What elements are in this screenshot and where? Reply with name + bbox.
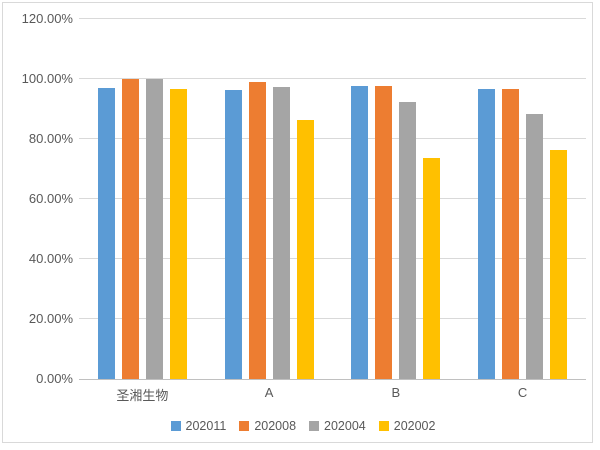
gridline-60 [79, 198, 586, 199]
bar-group-2 [351, 85, 441, 379]
legend-label: 202002 [393, 419, 436, 433]
legend-swatch-202008 [239, 421, 250, 431]
bar-202008-c0 [121, 79, 139, 379]
legend-label: 202011 [185, 419, 227, 433]
x-axis-category-label: C [517, 385, 528, 400]
gridline-20 [79, 318, 586, 319]
bar-202004-c2 [399, 101, 417, 379]
bar-202002-c3 [550, 149, 568, 379]
bar-202011-c3 [478, 88, 496, 379]
legend-swatch-202002 [378, 421, 389, 431]
y-axis-tick-label: 100.00% [21, 71, 73, 86]
legend-label: 202004 [324, 419, 366, 433]
bar-202002-c1 [296, 119, 314, 379]
y-axis-tick-label: 0.00% [36, 371, 73, 386]
bar-202011-c2 [351, 85, 369, 379]
gridline-40 [79, 258, 586, 259]
x-axis-category-label: 圣湘生物 [116, 388, 169, 403]
y-axis-tick-label: 120.00% [21, 11, 73, 26]
bar-202008-c2 [375, 85, 393, 379]
bar-202002-c0 [169, 88, 187, 379]
legend-swatch-202011 [170, 421, 181, 431]
legend-swatch-202004 [309, 421, 320, 431]
x-axis-category-label: B [391, 385, 401, 400]
y-axis-tick-label: 80.00% [28, 131, 73, 146]
bar-202011-c1 [224, 90, 242, 379]
bar-202004-c1 [272, 87, 290, 379]
bar-202008-c1 [248, 82, 266, 379]
y-axis-tick-label: 60.00% [28, 191, 73, 206]
gridline-120 [79, 18, 586, 19]
legend-item-202004: 202004 [309, 419, 366, 433]
y-axis-tick-label: 20.00% [28, 311, 73, 326]
x-axis-baseline [79, 379, 586, 380]
chart-legend: 202011 202008 202004 202002 [3, 419, 600, 433]
legend-item-202008: 202008 [239, 419, 296, 433]
legend-item-202011: 202011 [170, 419, 227, 433]
chart-frame: 202011 202008 202004 202002 0.00% 20.00% 40.0… [2, 2, 593, 443]
x-axis-category-label: A [264, 385, 274, 400]
plot-area [79, 18, 586, 380]
bar-202011-c0 [97, 88, 115, 379]
bar-202004-c0 [145, 79, 163, 379]
bar-group-0 [97, 79, 187, 379]
bar-group-1 [224, 82, 314, 379]
bar-202008-c3 [502, 88, 520, 379]
legend-label: 202008 [254, 419, 297, 433]
y-axis-tick-label: 40.00% [28, 251, 73, 266]
gridline-80 [79, 138, 586, 139]
legend-item-202002: 202002 [378, 419, 436, 433]
bar-202002-c2 [423, 157, 441, 379]
gridline-100 [79, 78, 586, 79]
bar-group-3 [478, 88, 568, 379]
bar-202004-c3 [526, 114, 544, 379]
